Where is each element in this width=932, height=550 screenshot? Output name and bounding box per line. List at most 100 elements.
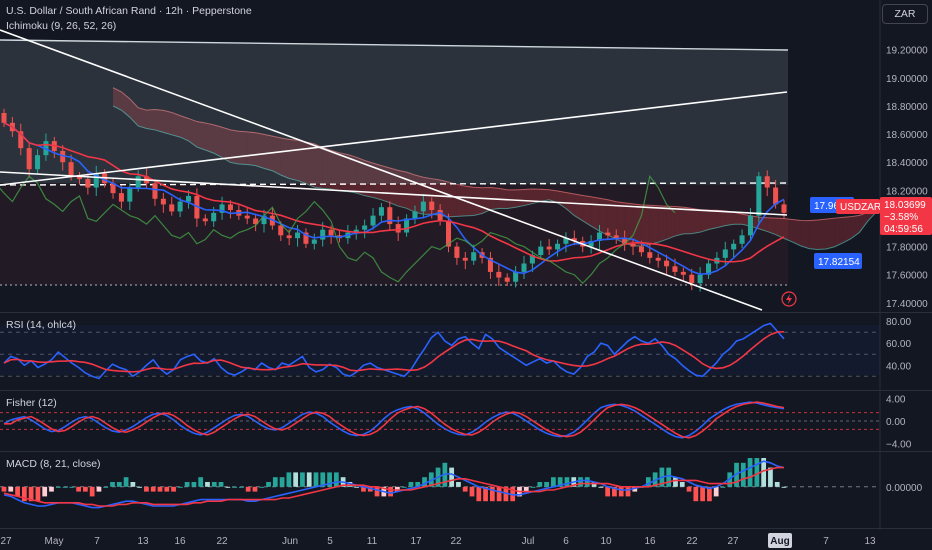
- macd-histogram-bar: [89, 486, 95, 497]
- cloud-segment: [498, 188, 508, 209]
- macd-histogram-bar: [333, 472, 339, 487]
- cloud-segment: [297, 140, 306, 184]
- candle-body: [152, 183, 158, 199]
- price-tick-label: 19.00000: [886, 74, 928, 85]
- cloud-segment: [163, 110, 172, 135]
- macd-histogram-bar: [76, 486, 81, 492]
- cloud-segment: [607, 199, 617, 240]
- x-tick-label: 7: [823, 536, 829, 547]
- macd-histogram-bar: [686, 486, 692, 492]
- macd-signal-line: [3, 466, 784, 507]
- candle-body: [429, 201, 435, 211]
- macd-histogram-bar: [306, 472, 312, 487]
- macd-histogram-bar: [252, 486, 258, 492]
- cloud-segment: [599, 198, 608, 236]
- macd-histogram-bar: [123, 477, 129, 487]
- cloud-segment: [767, 217, 776, 235]
- candle-body: [672, 266, 678, 272]
- cloud-segment: [280, 138, 290, 179]
- macd-histogram-bar: [239, 486, 244, 488]
- candle-body: [521, 263, 527, 272]
- macd-histogram-bar: [279, 477, 285, 487]
- symbol-title[interactable]: U.S. Dollar / South African Rand · 12h ·…: [6, 5, 252, 17]
- fisher-title: Fisher (12): [6, 397, 57, 409]
- macd-histogram-bar: [618, 486, 624, 497]
- rsi-band: [0, 325, 880, 375]
- macd-histogram-bar: [557, 477, 563, 487]
- macd-histogram-bar: [449, 467, 455, 487]
- price-tick-label: 18.40000: [886, 158, 928, 169]
- change-pct: −3.58%: [884, 212, 918, 223]
- macd-histogram-bar: [96, 486, 102, 492]
- price-tick-label: 17.60000: [886, 271, 928, 282]
- macd-title: MACD (8, 21, close): [6, 458, 101, 470]
- price-tick-label: 17.40000: [886, 299, 928, 310]
- cloud-segment: [339, 152, 348, 192]
- cloud-segment: [322, 147, 332, 190]
- candle-body: [454, 246, 460, 258]
- macd-histogram-bar: [225, 486, 231, 488]
- rsi-title: RSI (14, ohlc4): [6, 319, 76, 331]
- macd-histogram-bar: [42, 486, 48, 497]
- candle-body: [186, 195, 192, 202]
- candle-body: [420, 201, 426, 212]
- cloud-segment: [809, 220, 818, 250]
- candle-body: [529, 255, 535, 264]
- candle-body: [227, 204, 233, 211]
- candle-body: [773, 187, 779, 205]
- macd-histogram-bar: [218, 482, 224, 487]
- candle-body: [731, 243, 737, 250]
- base-tag: 17.82154: [818, 257, 860, 268]
- macd-histogram-bar: [456, 482, 461, 487]
- cloud-segment: [792, 219, 801, 246]
- macd-histogram-bar: [408, 482, 414, 487]
- macd-histogram-bar: [693, 486, 699, 502]
- macd-histogram-bar: [150, 486, 156, 492]
- candle-body: [630, 243, 636, 247]
- candle-body: [1, 112, 7, 123]
- candle-body: [160, 198, 166, 205]
- cloud-segment: [448, 182, 457, 217]
- cloud-segment: [373, 163, 382, 200]
- cloud-segment: [196, 121, 206, 151]
- macd-histogram-bar: [395, 486, 400, 492]
- cloud-segment: [213, 124, 223, 158]
- macd-histogram-bar: [713, 486, 719, 497]
- macd-histogram-bar: [272, 477, 278, 487]
- trendlines[interactable]: [0, 29, 788, 311]
- x-tick-label: 11: [367, 536, 378, 547]
- macd-histogram-bar: [177, 486, 183, 488]
- cloud-segment: [121, 91, 130, 118]
- macd-histogram-bar: [612, 486, 617, 497]
- cloud-segment: [331, 150, 340, 191]
- candle-body: [747, 215, 753, 236]
- candle-body: [118, 193, 124, 202]
- candle-body: [18, 131, 24, 149]
- cloud-segment: [255, 132, 264, 169]
- macd-histogram-bar: [35, 486, 41, 502]
- cloud-segment: [775, 218, 784, 239]
- cloud-segment: [205, 122, 214, 154]
- ichimoku-legend[interactable]: Ichimoku (9, 26, 52, 26): [6, 20, 117, 32]
- cloud-segment: [624, 202, 634, 246]
- last-price: 18.03699: [884, 200, 926, 211]
- cloud-segment: [188, 118, 197, 148]
- cloud-segment: [230, 129, 239, 164]
- macd-histogram-bar: [15, 486, 20, 497]
- macd-line: [3, 460, 785, 509]
- macd-histogram-bar: [184, 482, 190, 487]
- macd-histogram-bar: [551, 477, 556, 487]
- macd-histogram-bar: [266, 482, 271, 487]
- cloud-segment: [456, 184, 466, 217]
- candle-body: [219, 204, 225, 213]
- x-tick-label: 27: [0, 536, 12, 547]
- macd-histogram-bar: [707, 486, 712, 502]
- channel-drawing[interactable]: [0, 39, 789, 286]
- macd-histogram-bar: [489, 486, 495, 502]
- macd-histogram-bar: [523, 486, 529, 492]
- candle-body: [722, 249, 728, 258]
- currency-button[interactable]: ZAR: [882, 4, 928, 24]
- macd-histogram-bar: [69, 486, 75, 488]
- macd-histogram-bar: [530, 486, 536, 488]
